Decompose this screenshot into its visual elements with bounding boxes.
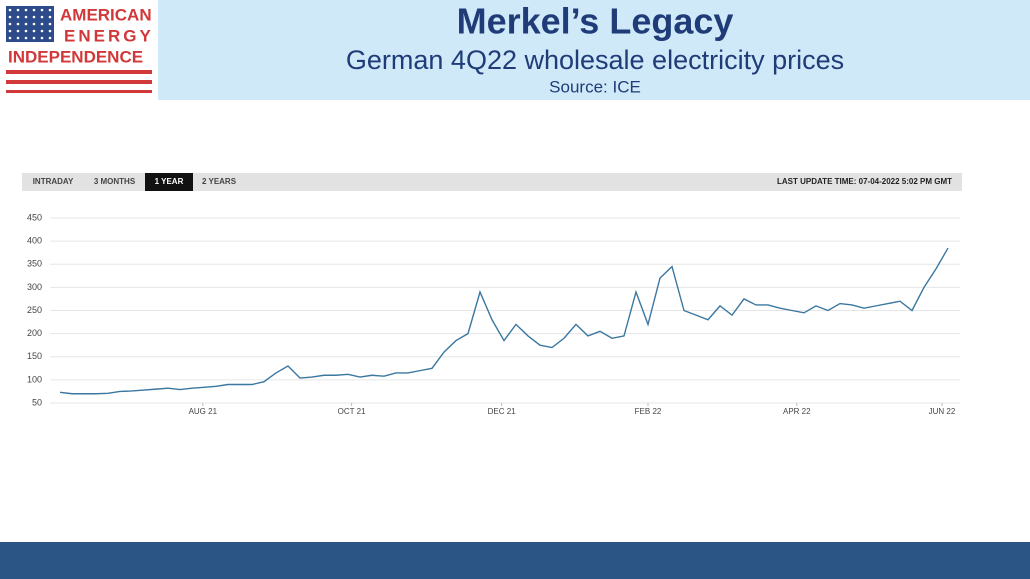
- x-tick-label: JUN 22: [929, 407, 956, 416]
- flag-star: [40, 22, 44, 26]
- y-tick-label: 450: [27, 212, 42, 222]
- y-tick-label: 250: [27, 305, 42, 315]
- y-tick-label: 100: [27, 374, 42, 384]
- flag-star: [40, 15, 44, 19]
- flag-star: [48, 15, 52, 19]
- source: Source: ICE: [549, 77, 641, 96]
- flag-star: [32, 22, 36, 26]
- flag-star: [8, 22, 12, 26]
- x-tick-label: DEC 21: [488, 407, 517, 416]
- flag-star: [32, 15, 36, 19]
- flag-star: [8, 8, 12, 12]
- footer-band: [0, 542, 1030, 579]
- flag-star: [24, 22, 28, 26]
- tab[interactable]: INTRADAY: [33, 177, 74, 186]
- flag-star: [48, 22, 52, 26]
- flag-star: [16, 15, 20, 19]
- y-tick-label: 300: [27, 282, 42, 292]
- x-tick-label: OCT 21: [338, 407, 366, 416]
- flag-field: [6, 6, 54, 42]
- title: Merkel’s Legacy: [457, 1, 734, 42]
- stripe: [6, 80, 152, 84]
- flag-star: [48, 29, 52, 33]
- tab[interactable]: 1 YEAR: [155, 177, 184, 186]
- x-tick-label: APR 22: [783, 407, 811, 416]
- logo: AMERICAN ENERGY INDEPENDENCE: [6, 5, 154, 93]
- logo-text: ENERGY: [64, 26, 154, 45]
- flag-star: [40, 8, 44, 12]
- flag-star: [24, 8, 28, 12]
- y-tick-label: 400: [27, 236, 42, 246]
- flag-star: [16, 36, 20, 40]
- flag-star: [40, 29, 44, 33]
- subtitle: German 4Q22 wholesale electricity prices: [346, 45, 844, 75]
- y-tick-label: 150: [27, 351, 42, 361]
- flag-star: [32, 36, 36, 40]
- tab-active[interactable]: [145, 173, 193, 191]
- flag-star: [48, 8, 52, 12]
- x-tick-label: FEB 22: [635, 407, 662, 416]
- flag-star: [16, 8, 20, 12]
- tab[interactable]: 3 MONTHS: [94, 177, 136, 186]
- flag-star: [32, 29, 36, 33]
- y-tick-label: 50: [32, 397, 42, 407]
- flag-star: [24, 29, 28, 33]
- flag-star: [8, 29, 12, 33]
- flag-star: [48, 36, 52, 40]
- flag-star: [24, 15, 28, 19]
- flag-star: [8, 36, 12, 40]
- price-line: [59, 247, 949, 395]
- stripe: [6, 70, 152, 74]
- x-tick-label: AUG 21: [189, 407, 218, 416]
- stripe: [6, 90, 152, 93]
- flag-star: [16, 29, 20, 33]
- flag-star: [32, 8, 36, 12]
- last-update: LAST UPDATE TIME: 07-04-2022 5:02 PM GMT: [777, 177, 952, 186]
- header-band: [158, 0, 1030, 100]
- logo-text: INDEPENDENCE: [8, 47, 143, 66]
- y-tick-label: 200: [27, 328, 42, 338]
- flag-star: [8, 15, 12, 19]
- flag-star: [16, 22, 20, 26]
- flag-star: [40, 36, 44, 40]
- tab-bar: [22, 173, 962, 191]
- flag-star: [24, 36, 28, 40]
- logo-text: AMERICAN: [60, 5, 152, 24]
- y-tick-label: 350: [27, 259, 42, 269]
- tab[interactable]: 2 YEARS: [202, 177, 237, 186]
